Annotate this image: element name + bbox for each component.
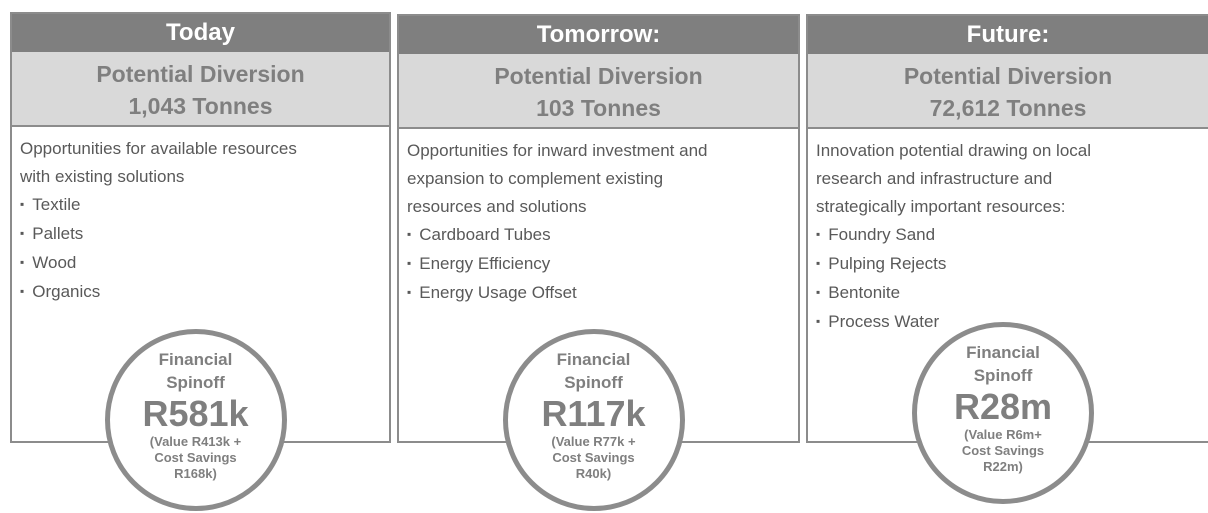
- column-header: Today: [12, 14, 389, 52]
- bullet-item: Bentonite: [816, 279, 1200, 308]
- description-line: strategically important resources:: [816, 197, 1066, 216]
- column-body: Opportunities for available resources wit…: [12, 127, 389, 315]
- title-line: Potential Diversion: [494, 63, 703, 89]
- circle-label: Financial: [556, 350, 631, 369]
- circle-detail: (Value R413k +: [149, 434, 242, 449]
- description-line: research and infrastructure and: [816, 169, 1053, 188]
- bullet-item: Foundry Sand: [816, 221, 1200, 250]
- column-header: Future:: [808, 16, 1208, 54]
- title-line: Potential Diversion: [903, 63, 1113, 89]
- description-line: Opportunities for available resources: [20, 139, 297, 158]
- circle-detail: Cost Savings: [154, 450, 237, 465]
- column: Tomorrow: Potential Diversion 103 Tonnes Op…: [397, 14, 800, 443]
- bullet-item: Process Water: [816, 308, 1200, 337]
- financial-circle: Financial Spinoff R581k (Value R413k + Cost …: [104, 329, 287, 511]
- circle-label: Spinoff: [973, 366, 1033, 385]
- description-line: with existing solutions: [20, 167, 185, 186]
- bullet-item: Wood: [20, 249, 381, 278]
- column-body: Innovation potential drawing on local res…: [808, 129, 1208, 345]
- circle-content: Financial Spinoff R117k (Value R77k + Cost S…: [508, 334, 680, 482]
- column-title: Potential Diversion 1,043 Tonnes: [12, 52, 389, 127]
- financial-circle: Financial Spinoff R117k (Value R77k + Cost S…: [502, 329, 685, 511]
- title-line: Potential Diversion: [96, 61, 305, 87]
- circle-detail: (Value R77k +: [551, 434, 636, 449]
- circle-detail: R22m): [983, 459, 1023, 474]
- circle-detail: R40k): [575, 466, 612, 481]
- bullet-item: Textile: [20, 191, 381, 220]
- bullet-item: Organics: [20, 278, 381, 307]
- description-line: expansion to complement existing: [407, 169, 664, 188]
- title-line: 103 Tonnes: [536, 95, 661, 121]
- circle-detail: (Value R6m+: [964, 427, 1042, 442]
- description-line: Opportunities for inward investment and: [407, 141, 708, 160]
- circle-amount: R28m: [953, 386, 1053, 427]
- circle-detail: Cost Savings: [552, 450, 635, 465]
- bullet-item: Pulping Rejects: [816, 250, 1200, 279]
- bullet-item: Energy Efficiency: [407, 250, 790, 279]
- column-title: Potential Diversion 103 Tonnes: [399, 54, 798, 129]
- circle-label: Financial: [966, 343, 1040, 362]
- title-line: 72,612 Tonnes: [929, 95, 1087, 121]
- column-header: Tomorrow:: [399, 16, 798, 54]
- circle-amount: R117k: [541, 393, 646, 434]
- bullet-item: Cardboard Tubes: [407, 221, 790, 250]
- bullet-item: Energy Usage Offset: [407, 279, 790, 308]
- circle-content: Financial Spinoff R581k (Value R413k + Cost …: [110, 334, 282, 482]
- circle-amount: R581k: [142, 393, 249, 434]
- title-line: 1,043 Tonnes: [128, 93, 273, 119]
- financial-circle: Financial Spinoff R28m (Value R6m+ Cost Savi…: [912, 322, 1094, 504]
- circle-label: Spinoff: [166, 373, 225, 392]
- bullet-item: Pallets: [20, 220, 381, 249]
- column-title: Potential Diversion 72,612 Tonnes: [808, 54, 1208, 129]
- column: Today Potential Diversion 1,043 Tonnes Oppo…: [10, 12, 391, 443]
- description-line: Innovation potential drawing on local: [816, 141, 1092, 160]
- column-body: Opportunities for inward investment and e…: [399, 129, 798, 316]
- description-line: resources and solutions: [407, 197, 587, 216]
- circle-label: Financial: [158, 350, 233, 369]
- circle-detail: Cost Savings: [961, 443, 1045, 458]
- circle-content: Financial Spinoff R28m (Value R6m+ Cost Savi…: [917, 327, 1089, 475]
- circle-label: Spinoff: [564, 373, 623, 392]
- circle-detail: R168k): [174, 466, 217, 481]
